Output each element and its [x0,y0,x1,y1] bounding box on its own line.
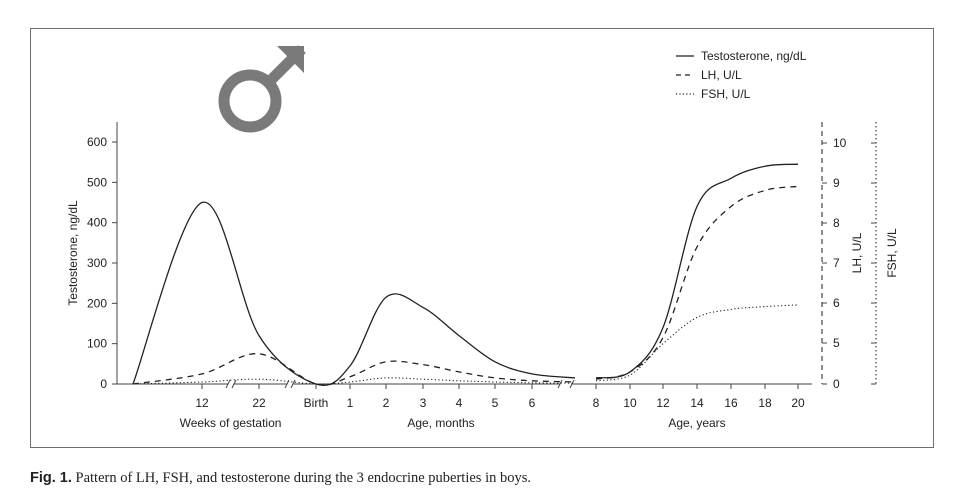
x-axis-tick-label: 5 [492,396,499,410]
axis-break-mark [231,379,237,389]
figure-frame [30,28,934,448]
legend-label: LH, U/L [701,68,742,82]
series-layer [132,163,799,386]
fsh-axis-label: FSH, U/L [885,228,899,278]
series-line-dotted [132,377,576,385]
x-axis-tick-label: 1 [347,396,354,410]
series-line-solid [595,163,799,379]
male-symbol-icon [218,45,306,133]
lh-axis-tick-label: 9 [833,176,840,190]
left-axis-tick-label: 0 [100,377,107,391]
lh-axis-tick-label: 8 [833,216,840,230]
lh-axis-tick-label: 6 [833,296,840,310]
lh-axis-label: LH, U/L [850,232,864,273]
legend: Testosterone, ng/dL LH, U/L FSH, U/L [676,49,807,101]
left-axis-tick-label: 100 [87,337,107,351]
x-axis-tick-label: 22 [252,396,266,410]
series-line-dashed [595,185,799,380]
x-axis-segment-label: Age, months [407,416,474,430]
x-axis-tick-label: 18 [758,396,772,410]
legend-label: Testosterone, ng/dL [701,49,807,63]
x-axis-tick-label: 8 [593,396,600,410]
x-axis-tick-label: 20 [791,396,805,410]
lh-axis-tick-label: 5 [833,336,840,350]
left-axis-tick-label: 600 [87,135,107,149]
left-axis-tick-label: 400 [87,216,107,230]
x-axis-tick-label: 12 [195,396,209,410]
lh-axis-tick-label: 10 [833,136,847,150]
left-axis-tick-label: 500 [87,175,107,189]
figure-caption: Fig. 1. Pattern of LH, FSH, and testoste… [30,470,531,487]
left-axis-tick-label: 300 [87,256,107,270]
caption-label: Fig. 1. [30,470,72,486]
x-axis-tick-label: 10 [623,396,637,410]
x-axis-tick-label: 12 [656,396,670,410]
axis-break-mark [569,379,575,389]
caption-text: Pattern of LH, FSH, and testosterone dur… [71,470,531,486]
series-line-solid [132,201,576,386]
x-axis-tick-label: 3 [420,396,427,410]
left-axis-label: Testosterone, ng/dL [66,200,80,306]
x-axis-segment-label: Weeks of gestation [180,416,282,430]
x-axis-tick-label: 6 [529,396,536,410]
x-axis-tick-label: Birth [304,396,329,410]
axis-break-mark [557,379,563,389]
left-axis-tick-label: 200 [87,296,107,310]
lh-axis-tick-label: 0 [833,377,840,391]
series-line-dotted [595,304,799,382]
axis-break-mark [225,379,231,389]
axis-break-mark [290,379,296,389]
x-axis-tick-label: 16 [724,396,738,410]
x-axis-tick-label: 2 [383,396,390,410]
series-line-dashed [132,353,576,386]
x-axis-tick-label: 4 [456,396,463,410]
lh-axis-tick-label: 7 [833,256,840,270]
x-axis-segment-label: Age, years [668,416,725,430]
legend-label: FSH, U/L [701,87,751,101]
x-axis-tick-label: 14 [690,396,704,410]
